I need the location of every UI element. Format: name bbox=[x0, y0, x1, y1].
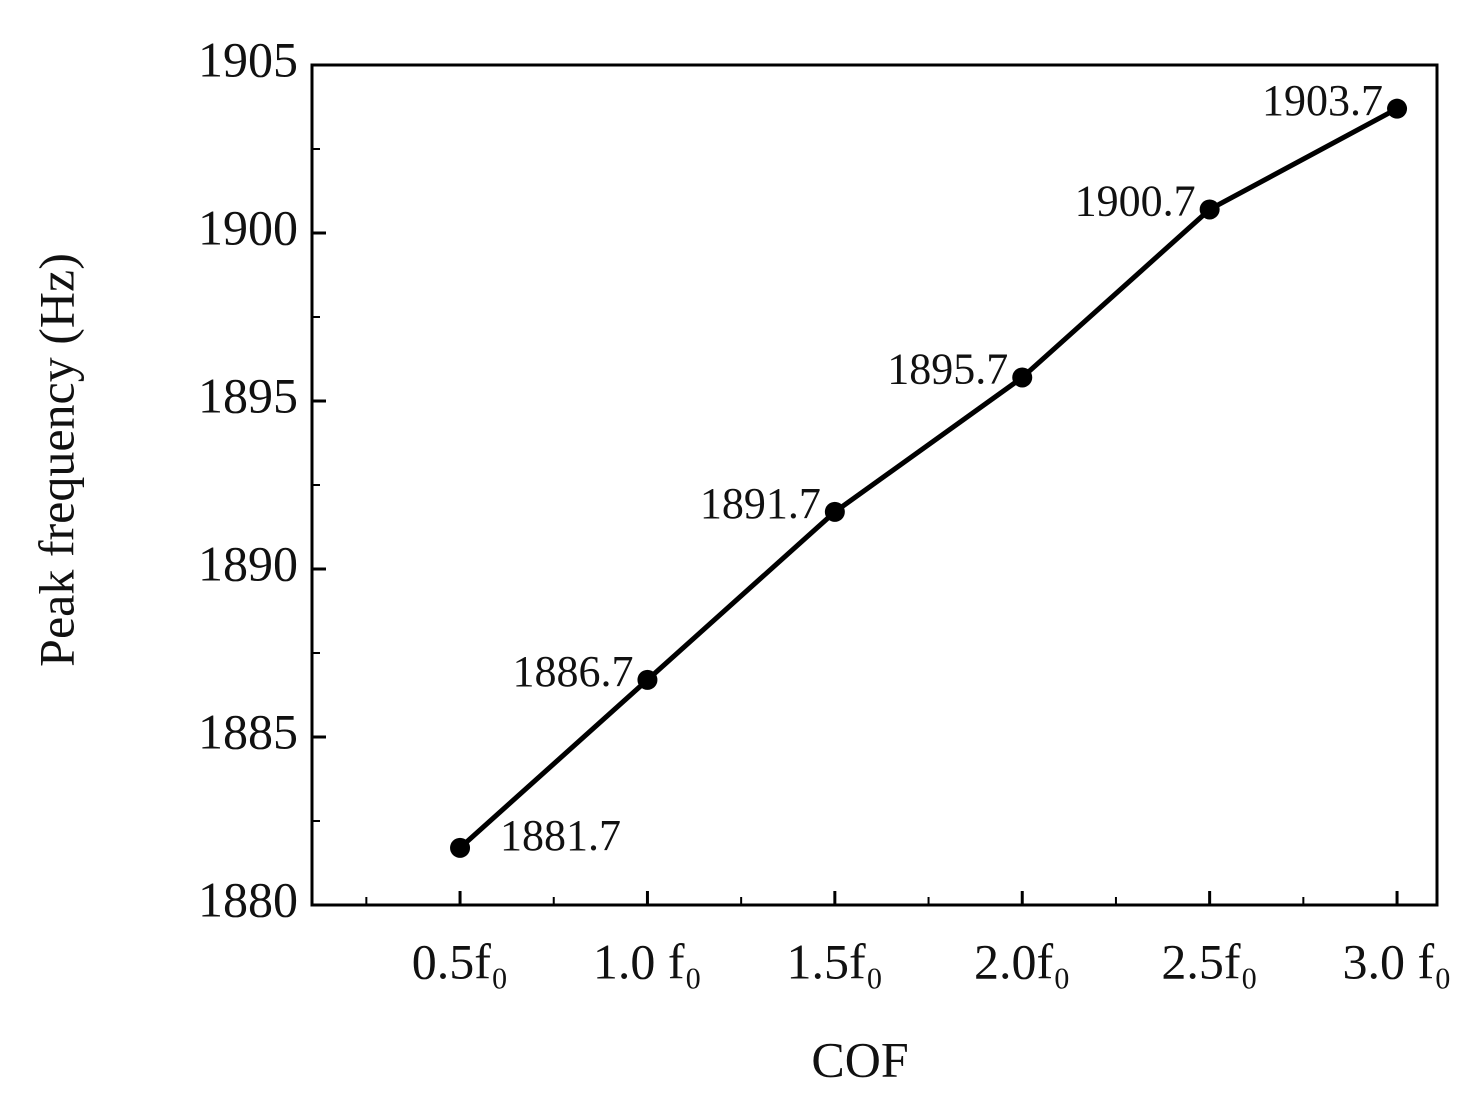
x-axis-label: COF bbox=[811, 1031, 908, 1087]
x-tick-label: 2.0f₀ bbox=[974, 933, 1071, 989]
data-label: 1886.7 bbox=[512, 647, 633, 696]
y-tick-label: 1900 bbox=[198, 199, 298, 255]
data-label: 1891.7 bbox=[700, 479, 821, 528]
y-tick-label: 1885 bbox=[198, 703, 298, 759]
x-tick-label: 2.5f₀ bbox=[1161, 933, 1258, 989]
y-tick-label: 1890 bbox=[198, 535, 298, 591]
data-line bbox=[458, 106, 1399, 850]
data-point bbox=[637, 669, 658, 690]
y-axis-label: Peak frequency (Hz) bbox=[28, 253, 84, 667]
data-point bbox=[1387, 98, 1408, 119]
y-tick-label: 1895 bbox=[198, 367, 298, 423]
data-point bbox=[824, 501, 845, 522]
data-label: 1881.7 bbox=[500, 811, 621, 860]
y-tick-label: 1880 bbox=[198, 871, 298, 927]
data-point bbox=[1012, 367, 1033, 388]
y-tick-label: 1905 bbox=[198, 31, 298, 87]
data-label: 1900.7 bbox=[1075, 177, 1196, 226]
data-label: 1895.7 bbox=[887, 345, 1008, 394]
x-tick-label: 1.0 f₀ bbox=[593, 933, 702, 989]
data-point bbox=[450, 837, 471, 858]
data-point bbox=[1199, 199, 1220, 220]
data-label: 1903.7 bbox=[1262, 76, 1383, 125]
x-tick-label: 0.5f₀ bbox=[412, 933, 509, 989]
x-tick-label: 1.5f₀ bbox=[787, 933, 884, 989]
x-tick-label: 3.0 f₀ bbox=[1342, 933, 1451, 989]
